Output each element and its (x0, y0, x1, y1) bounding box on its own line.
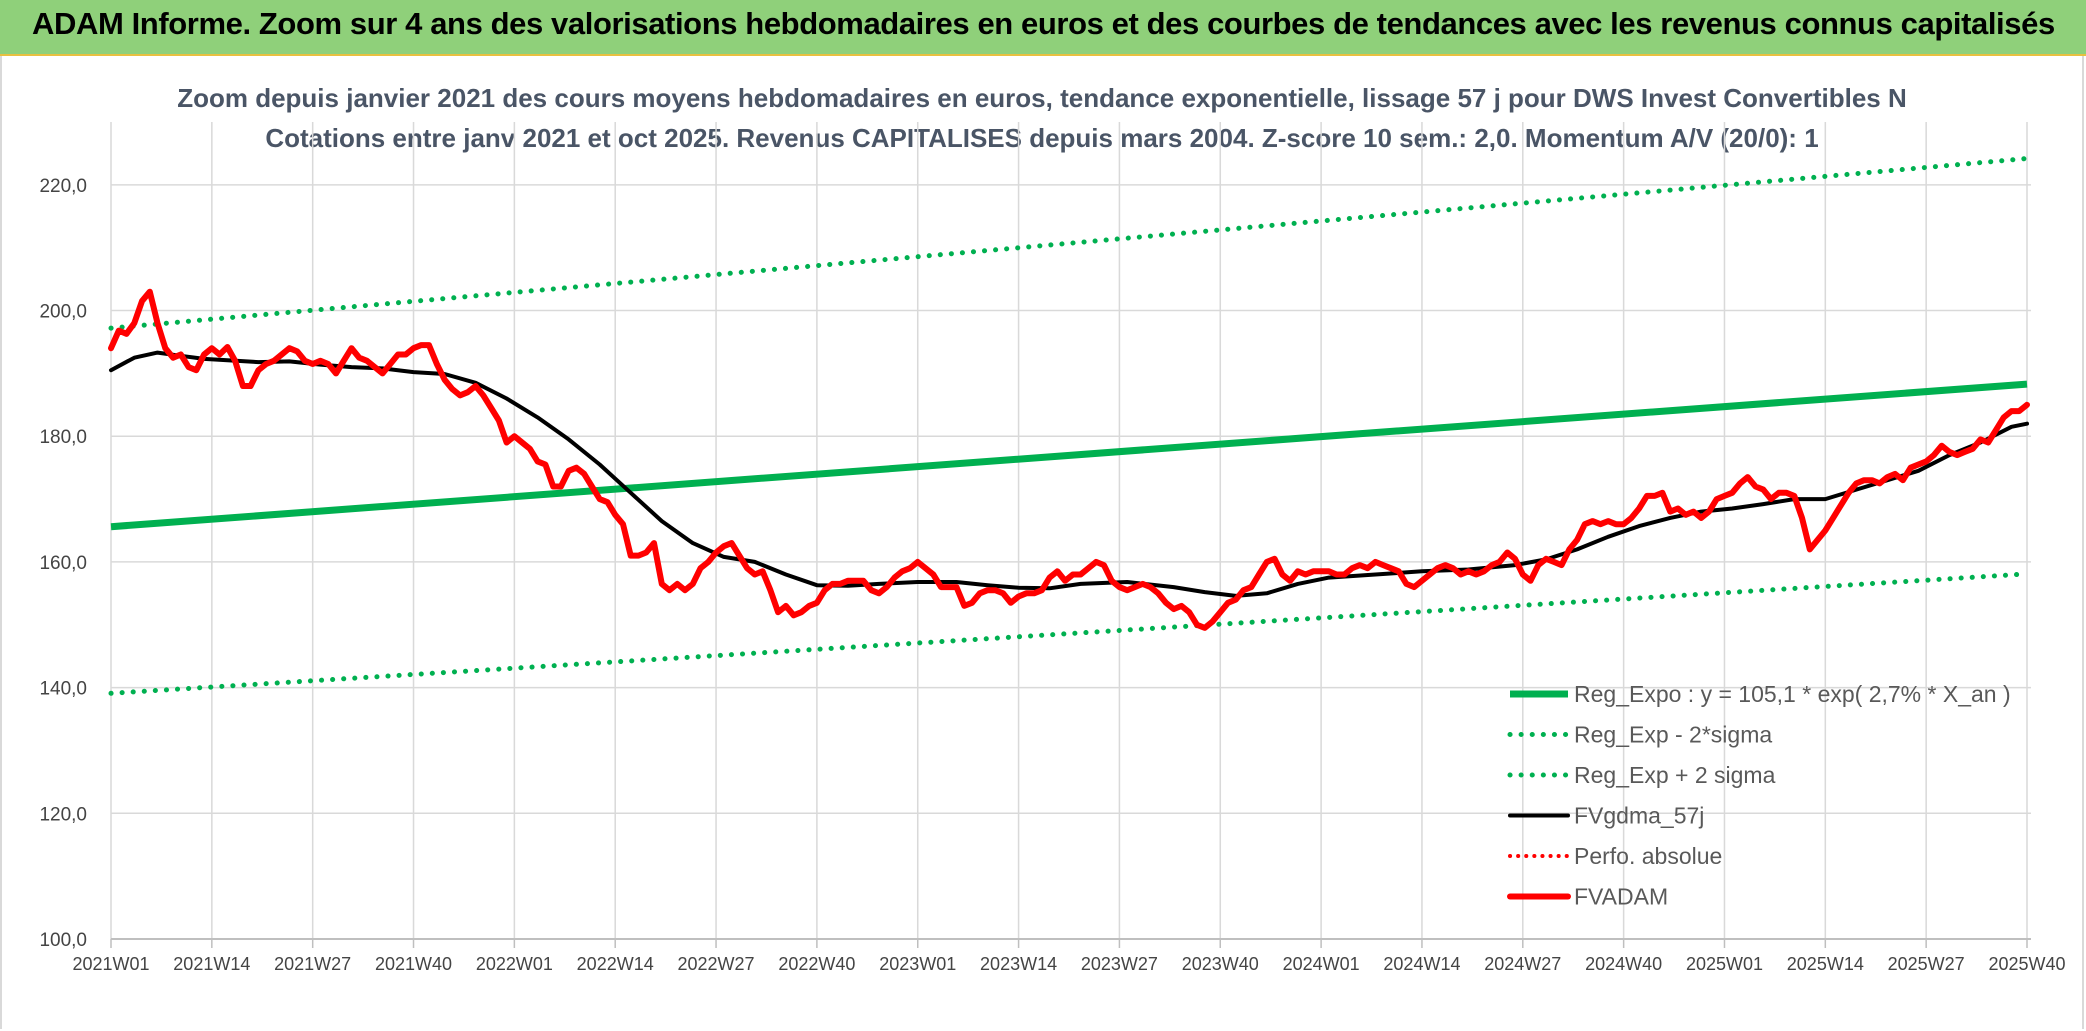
legend-label: Reg_Expo : y = 105,1 * exp( 2,7% * X_an … (1574, 681, 2011, 707)
legend-label: Perfo. absolue (1574, 843, 1722, 869)
x-tick-label: 2023W14 (980, 954, 1057, 974)
x-tick-label: 2024W40 (1585, 954, 1662, 974)
x-tick-label: 2023W27 (1081, 954, 1158, 974)
chart-svg: Zoom depuis janvier 2021 des cours moyen… (39, 83, 2065, 974)
banner: ADAM Informe. Zoom sur 4 ans des valoris… (0, 0, 2086, 56)
y-tick-label: 200,0 (39, 302, 87, 323)
legend-label: FVADAM (1574, 884, 1668, 910)
x-axis: 2021W01 2021W14 2021W27 2021W40 2022W01 2022W… (72, 954, 2065, 974)
x-tick-label: 2022W27 (678, 954, 755, 974)
y-axis: 100,0 120,0 140,0 160,0 180,0 200,0 220,0 (39, 176, 87, 951)
x-tick-label: 2022W40 (778, 954, 855, 974)
y-tick-label: 160,0 (39, 553, 87, 574)
y-tick-label: 220,0 (39, 176, 87, 197)
banner-title: ADAM Informe. Zoom sur 4 ans des valoris… (32, 6, 2055, 41)
legend: Reg_Expo : y = 105,1 * exp( 2,7% * X_an … (1507, 681, 2011, 910)
x-tick-label: 2023W01 (879, 954, 956, 974)
reg-exp-minus-2sigma-line (108, 571, 2030, 696)
x-tick-label: 2022W01 (476, 954, 553, 974)
legend-label: FVgdma_57j (1574, 803, 1704, 829)
legend-label: Reg_Exp - 2*sigma (1574, 722, 1772, 748)
grid (110, 122, 2031, 948)
fvadam-line (108, 288, 2030, 631)
x-tick-label: 2025W27 (1888, 954, 1965, 974)
x-tick-label: 2022W14 (577, 954, 654, 974)
x-tick-label: 2025W40 (1988, 954, 2065, 974)
chart-title: Zoom depuis janvier 2021 des cours moyen… (177, 83, 1907, 113)
x-tick-label: 2021W27 (274, 954, 351, 974)
fvgdma-57j-line (109, 350, 2029, 598)
reg-expo-line (110, 380, 2028, 531)
y-tick-label: 180,0 (39, 427, 87, 448)
x-tick-label: 2021W40 (375, 954, 452, 974)
x-tick-label: 2021W01 (72, 954, 149, 974)
y-tick-label: 140,0 (39, 679, 87, 700)
x-tick-label: 2025W01 (1686, 954, 1763, 974)
x-tick-label: 2023W40 (1182, 954, 1259, 974)
x-tick-label: 2021W14 (173, 954, 250, 974)
series-layer (108, 156, 2030, 696)
legend-label: Reg_Exp + 2 sigma (1574, 762, 1776, 788)
y-tick-label: 100,0 (39, 930, 87, 951)
x-tick-label: 2025W14 (1787, 954, 1864, 974)
y-tick-label: 120,0 (39, 804, 87, 825)
reg-exp-plus-2sigma-line (108, 156, 2030, 331)
chart-frame: Zoom depuis janvier 2021 des cours moyen… (0, 56, 2084, 1029)
x-tick-label: 2024W01 (1283, 954, 1360, 974)
x-tick-label: 2024W27 (1484, 954, 1561, 974)
x-tick-label: 2024W14 (1383, 954, 1460, 974)
chart-subtitle: Cotations entre janv 2021 et oct 2025. R… (265, 123, 1818, 153)
